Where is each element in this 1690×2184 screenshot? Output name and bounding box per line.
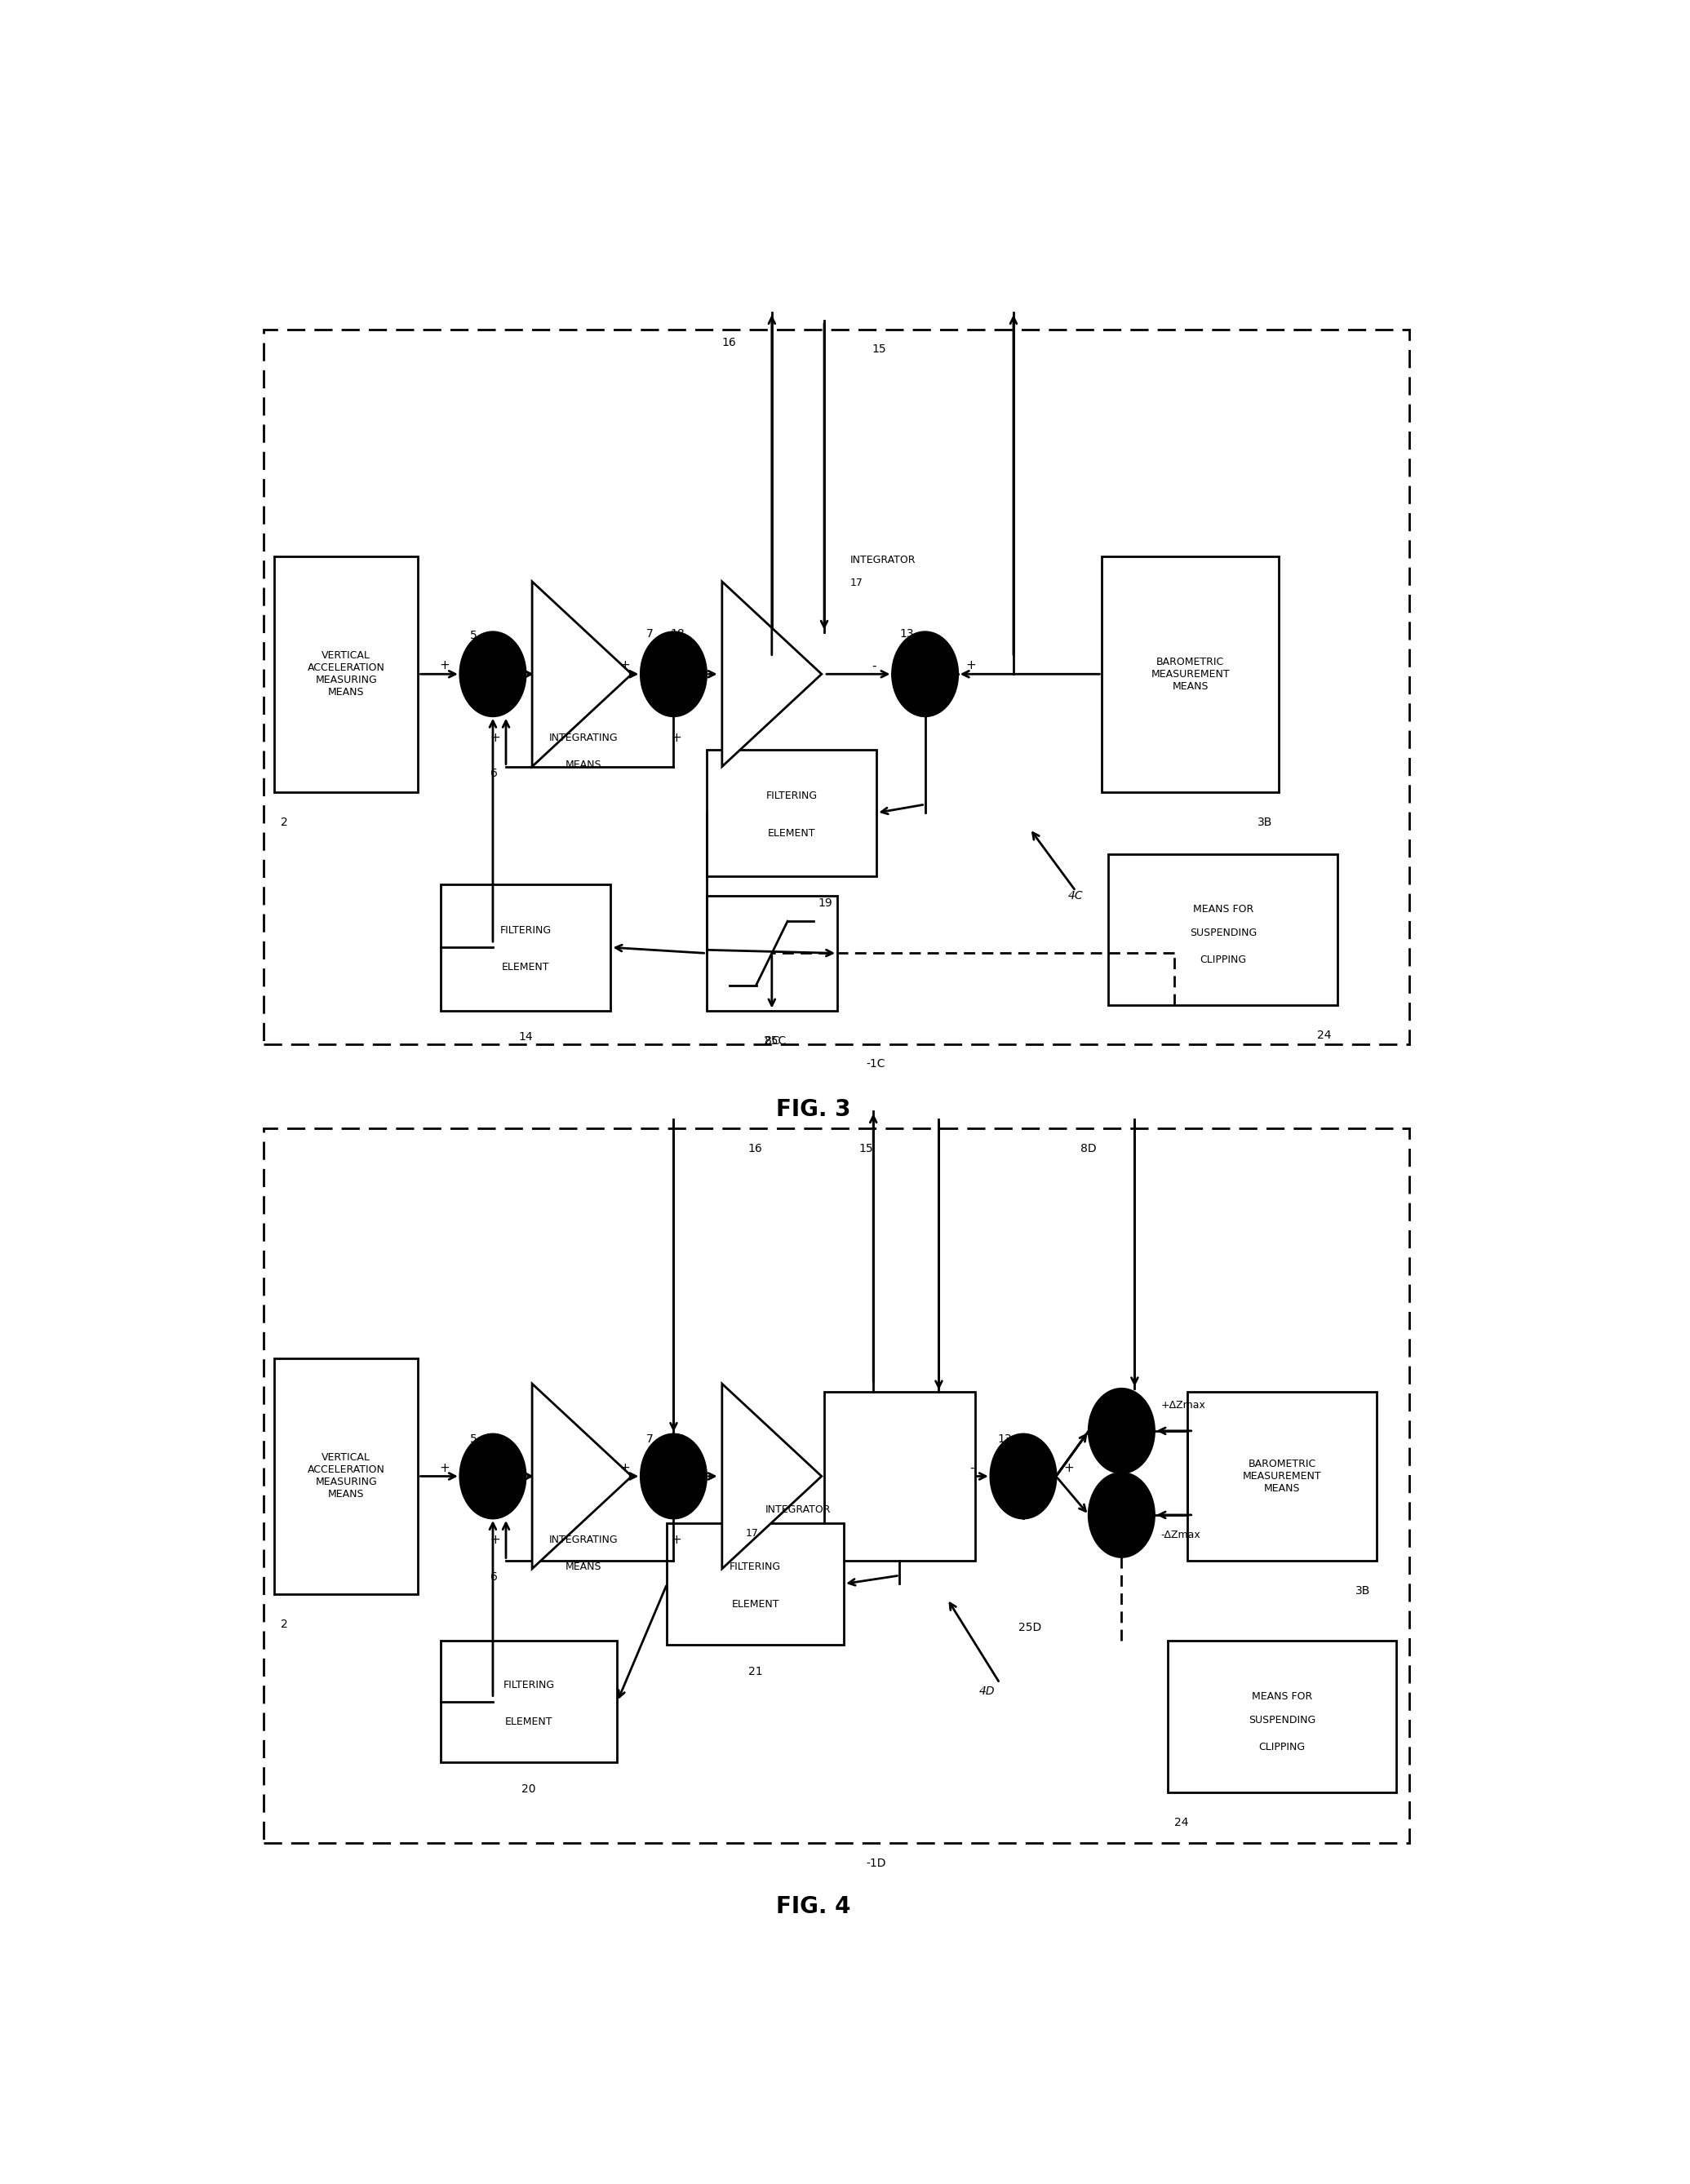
Circle shape <box>1088 1389 1154 1472</box>
Text: +: + <box>490 1533 500 1546</box>
Text: 15: 15 <box>872 343 887 356</box>
Text: -1D: -1D <box>865 1856 886 1870</box>
Circle shape <box>460 631 526 716</box>
FancyBboxPatch shape <box>706 749 877 876</box>
Text: 21: 21 <box>749 1666 762 1677</box>
Polygon shape <box>722 1385 821 1568</box>
FancyBboxPatch shape <box>274 1358 417 1594</box>
Text: +: + <box>439 660 450 673</box>
Text: INTEGRATING: INTEGRATING <box>549 732 619 743</box>
Text: MEANS: MEANS <box>564 1562 602 1572</box>
Text: 3B: 3B <box>1355 1586 1371 1597</box>
Text: 20: 20 <box>522 1784 536 1795</box>
Text: 17: 17 <box>745 1529 759 1540</box>
Text: 16: 16 <box>722 336 735 349</box>
Text: +: + <box>965 660 977 673</box>
FancyBboxPatch shape <box>274 557 417 793</box>
Text: 19: 19 <box>818 898 831 909</box>
Text: 6: 6 <box>490 1572 499 1583</box>
Text: 14: 14 <box>519 1031 532 1044</box>
Text: FIG. 4: FIG. 4 <box>776 1896 852 1918</box>
Circle shape <box>1088 1472 1154 1557</box>
Text: +: + <box>439 1461 450 1474</box>
Text: -: - <box>970 1461 975 1474</box>
Circle shape <box>990 1435 1056 1518</box>
Text: CLIPPING: CLIPPING <box>1200 954 1246 965</box>
Text: CLIPPING: CLIPPING <box>1259 1741 1305 1752</box>
FancyBboxPatch shape <box>1186 1391 1377 1559</box>
Circle shape <box>641 1435 706 1518</box>
Text: 16: 16 <box>747 1142 762 1153</box>
Polygon shape <box>532 581 632 767</box>
FancyBboxPatch shape <box>1102 557 1279 793</box>
Text: 3B: 3B <box>1257 817 1273 828</box>
Text: VERTICAL
ACCELERATION
MEASURING
MEANS: VERTICAL ACCELERATION MEASURING MEANS <box>308 651 385 697</box>
FancyBboxPatch shape <box>441 885 610 1011</box>
Text: 8C: 8C <box>764 1035 779 1046</box>
Text: -: - <box>872 660 875 673</box>
Text: BAROMETRIC
MEASUREMENT
MEANS: BAROMETRIC MEASUREMENT MEANS <box>1242 1459 1322 1494</box>
Circle shape <box>460 1435 526 1518</box>
Text: 24: 24 <box>1175 1817 1188 1828</box>
FancyBboxPatch shape <box>825 1391 975 1559</box>
Text: 25D: 25D <box>1017 1623 1041 1634</box>
Text: 18: 18 <box>671 629 684 640</box>
Text: 13: 13 <box>997 1433 1012 1446</box>
Text: 24: 24 <box>1317 1031 1332 1042</box>
Text: MEANS: MEANS <box>564 760 602 771</box>
FancyBboxPatch shape <box>706 895 837 1011</box>
Text: 18: 18 <box>671 1433 684 1446</box>
Polygon shape <box>532 1385 632 1568</box>
Text: +: + <box>671 732 681 745</box>
Text: ELEMENT: ELEMENT <box>767 828 815 839</box>
Text: SUSPENDING: SUSPENDING <box>1249 1714 1315 1725</box>
Text: 7: 7 <box>647 1433 654 1446</box>
Text: MEANS FOR: MEANS FOR <box>1193 904 1254 915</box>
Text: MEANS FOR: MEANS FOR <box>1252 1690 1311 1701</box>
Text: 4D: 4D <box>979 1686 995 1697</box>
FancyBboxPatch shape <box>1109 854 1338 1005</box>
Text: INTEGRATOR: INTEGRATOR <box>766 1505 831 1516</box>
Text: VERTICAL
ACCELERATION
MEASURING
MEANS: VERTICAL ACCELERATION MEASURING MEANS <box>308 1452 385 1500</box>
Text: 4C: 4C <box>1068 891 1083 902</box>
Text: +: + <box>671 1533 681 1546</box>
Circle shape <box>892 631 958 716</box>
Text: 7: 7 <box>647 629 654 640</box>
Text: +: + <box>1065 1461 1075 1474</box>
Text: 5: 5 <box>470 629 477 642</box>
Text: INTEGRATING: INTEGRATING <box>549 1535 619 1546</box>
Text: 8D: 8D <box>1082 1142 1097 1153</box>
Text: FIG. 3: FIG. 3 <box>776 1099 852 1120</box>
Text: BAROMETRIC
MEASUREMENT
MEANS: BAROMETRIC MEASUREMENT MEANS <box>1151 657 1230 692</box>
Text: -ΔZmax: -ΔZmax <box>1161 1529 1200 1540</box>
Text: 5: 5 <box>470 1433 477 1446</box>
Text: ELEMENT: ELEMENT <box>732 1599 779 1610</box>
Text: 6: 6 <box>490 767 499 780</box>
Text: +: + <box>620 1461 630 1474</box>
Text: ELEMENT: ELEMENT <box>502 963 549 972</box>
FancyBboxPatch shape <box>1168 1640 1396 1793</box>
Text: FILTERING: FILTERING <box>766 791 818 802</box>
Text: FILTERING: FILTERING <box>500 926 551 937</box>
Text: FILTERING: FILTERING <box>730 1562 781 1572</box>
Text: 17: 17 <box>850 579 864 587</box>
Text: ELEMENT: ELEMENT <box>505 1717 553 1728</box>
Text: 2: 2 <box>281 1618 287 1629</box>
Text: 2: 2 <box>281 817 287 828</box>
Text: INTEGRATOR: INTEGRATOR <box>850 555 916 566</box>
Text: -1C: -1C <box>865 1059 886 1070</box>
Text: SUSPENDING: SUSPENDING <box>1190 928 1257 939</box>
Text: 13: 13 <box>899 629 914 640</box>
Text: FILTERING: FILTERING <box>504 1679 554 1690</box>
Circle shape <box>641 631 706 716</box>
Polygon shape <box>722 581 821 767</box>
FancyBboxPatch shape <box>668 1524 843 1645</box>
Text: 25C: 25C <box>764 1035 786 1046</box>
Text: 15: 15 <box>859 1142 874 1153</box>
FancyBboxPatch shape <box>441 1640 617 1762</box>
Text: +ΔZmax: +ΔZmax <box>1161 1400 1205 1411</box>
Text: +: + <box>490 732 500 745</box>
Text: +: + <box>620 660 630 673</box>
